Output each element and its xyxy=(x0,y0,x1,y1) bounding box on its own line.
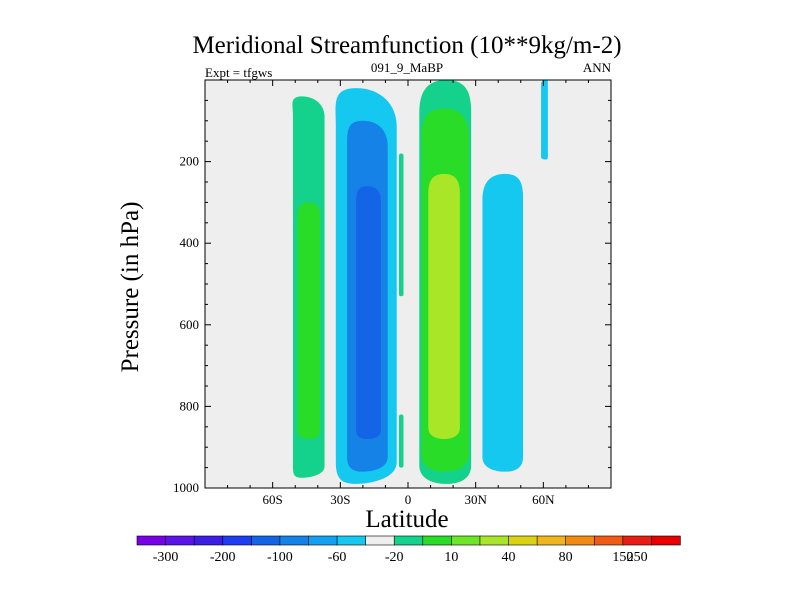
colorbar-swatch xyxy=(136,535,167,546)
colorbar-swatch xyxy=(451,535,481,546)
colorbar-swatch xyxy=(336,535,367,546)
colorbar-label: 250 xyxy=(627,550,648,565)
axis-ticks: 60S 30S 0 30N 60N 200 400 600 800 1000 xyxy=(173,80,611,507)
colorbar-label: -20 xyxy=(385,550,404,565)
y-tick-label: 800 xyxy=(180,398,200,413)
y-tick-label: 600 xyxy=(180,317,200,332)
contour-sh-ferrel-inner xyxy=(297,202,321,440)
plot-background xyxy=(205,80,611,488)
y-axis-label: Pressure (in hPa) xyxy=(117,202,144,373)
colorbar-label: -100 xyxy=(267,550,293,565)
colorbar-swatch xyxy=(651,535,681,546)
colorbar-swatch xyxy=(193,535,224,546)
left-string: Expt = tfgws xyxy=(205,65,272,80)
colorbar-label: 10 xyxy=(444,550,458,565)
colorbar-swatch xyxy=(393,535,424,546)
right-string: ANN xyxy=(583,60,612,75)
x-axis-label: Latitude xyxy=(365,506,448,533)
colorbar-swatch xyxy=(422,535,453,546)
colorbar-label: 150 xyxy=(612,550,633,565)
colorbar-swatch xyxy=(308,535,338,546)
x-tick-label: 30N xyxy=(464,492,487,507)
colorbar-swatch xyxy=(622,535,653,546)
y-tick-label: 200 xyxy=(180,154,200,169)
x-tick-label: 0 xyxy=(405,492,412,507)
colorbar-swatch xyxy=(536,535,567,546)
y-tick-label: 400 xyxy=(180,235,200,250)
colorbar-swatch xyxy=(479,535,510,546)
colorbar-swatch xyxy=(593,535,624,546)
colorbar-swatch xyxy=(251,535,281,546)
colorbar-label: 80 xyxy=(559,550,573,565)
y-tick-label: 1000 xyxy=(173,480,199,495)
x-tick-label: 30S xyxy=(330,492,350,507)
contour-nh-hadley-inner xyxy=(428,173,460,440)
colorbar-swatch xyxy=(279,535,310,546)
colorbar-label: -60 xyxy=(328,550,347,565)
contour-eq-sliver-upper xyxy=(398,153,404,297)
colorbar-swatch xyxy=(508,535,538,546)
colorbar-label: -300 xyxy=(153,550,179,565)
x-tick-label: 60N xyxy=(532,492,555,507)
contour-eq-sliver-lower xyxy=(398,414,404,468)
contour-sh-hadley-inner xyxy=(356,186,381,440)
x-tick-label: 60S xyxy=(263,492,283,507)
contour-cells xyxy=(292,80,548,484)
colorbar-label: 40 xyxy=(502,550,516,565)
center-string: 091_9_MaBP xyxy=(371,60,443,75)
contour-nh-ferrel xyxy=(482,173,524,472)
contour-nh-upper-cell xyxy=(541,80,548,160)
colorbar-label: -200 xyxy=(210,550,236,565)
colorbar-swatch xyxy=(565,535,595,546)
colorbar-swatch xyxy=(165,535,195,546)
colorbar-swatch xyxy=(222,535,253,546)
chart-title: Meridional Streamfunction (10**9kg/m-2) xyxy=(192,32,621,59)
colorbar-swatch xyxy=(365,535,395,546)
